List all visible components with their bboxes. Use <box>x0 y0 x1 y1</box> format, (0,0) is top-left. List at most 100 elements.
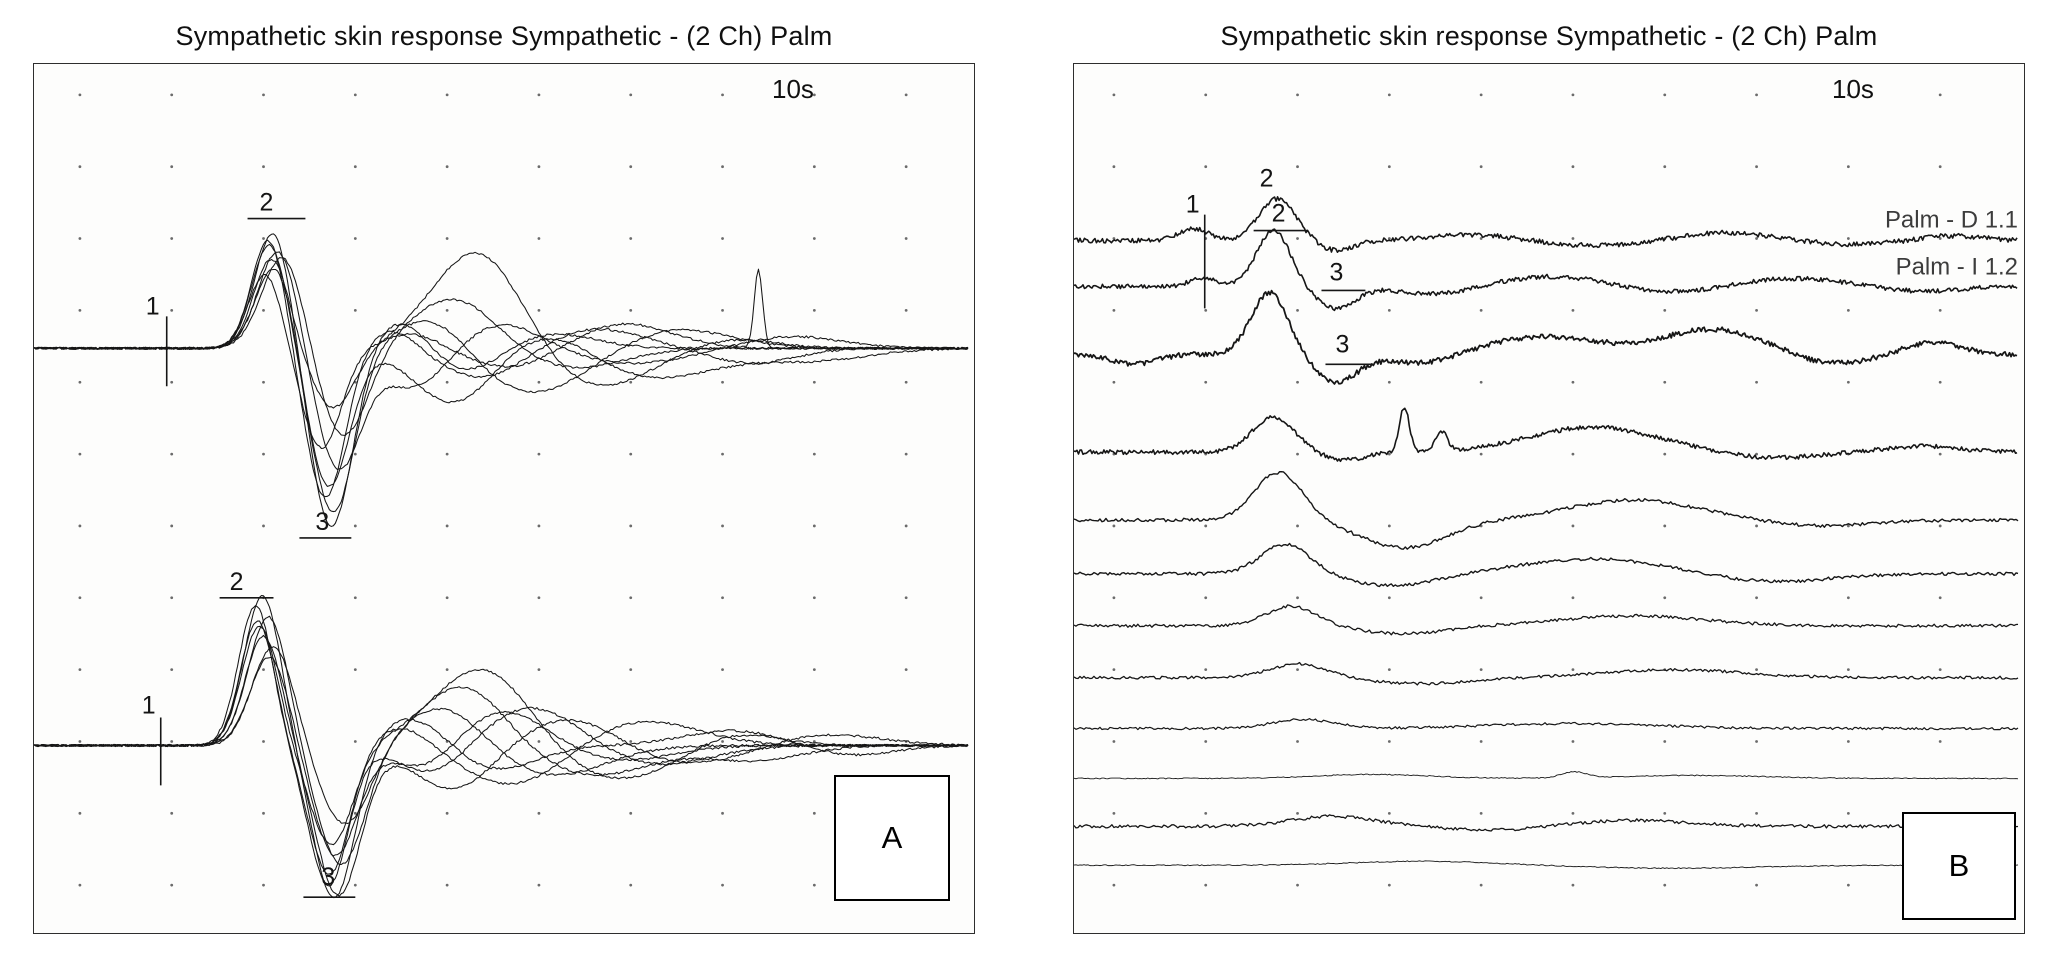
grid-dot <box>904 165 908 169</box>
grid-dot <box>537 380 541 384</box>
grid-dot <box>262 883 265 887</box>
grid-dot <box>1663 883 1667 887</box>
marker-label: 3 <box>321 863 335 891</box>
grid-dot <box>1204 380 1208 384</box>
grid-dot <box>445 524 449 528</box>
grid-dot <box>629 811 633 815</box>
marker-label: 3 <box>1335 330 1349 358</box>
grid-dot <box>1663 596 1667 600</box>
grid-dot <box>904 380 908 384</box>
grid-dot <box>629 237 633 240</box>
grid-dot <box>1204 668 1208 672</box>
grid-dot <box>78 237 82 240</box>
grid-dot <box>170 524 174 528</box>
grid-dot <box>1479 165 1483 169</box>
grid-dot <box>1938 165 1942 169</box>
grid-dot <box>1755 883 1758 887</box>
grid-dot <box>1387 452 1391 456</box>
grid-dot <box>1846 165 1850 169</box>
panel-b-plot-area: Palm - D 1.1 Palm - I 1.2 1 2 2 3 3 10s B <box>1073 63 2025 934</box>
grid-dot <box>1755 452 1758 456</box>
grid-dot <box>1571 524 1575 528</box>
grid-dot <box>262 165 265 169</box>
grid-dot <box>1571 380 1575 384</box>
grid-dot <box>904 93 908 97</box>
grid-dot <box>170 811 174 815</box>
grid-dot <box>1479 308 1483 312</box>
grid-dot <box>353 811 357 815</box>
marker-label: 1 <box>142 692 156 720</box>
grid-dot <box>262 740 265 743</box>
marker-label: 3 <box>315 508 329 536</box>
grid-dot <box>1296 668 1299 672</box>
grid-dot <box>1571 452 1575 456</box>
marker-label: 2 <box>1260 165 1274 193</box>
waveform-trace <box>34 646 969 825</box>
grid-dot <box>170 93 174 97</box>
grid-dot <box>1296 596 1299 600</box>
grid-dot <box>1663 740 1667 743</box>
grid-dot <box>1755 740 1758 743</box>
grid-dot <box>629 596 633 600</box>
grid-dot <box>1755 524 1758 528</box>
grid-dot <box>537 811 541 815</box>
grid-dot <box>1204 740 1208 743</box>
grid-dot <box>1204 308 1208 312</box>
waveform-trace <box>34 625 969 846</box>
grid-dot <box>262 668 265 672</box>
panel-b: Sympathetic skin response Sympathetic - … <box>1073 16 2025 934</box>
waveform-trace <box>1074 604 2019 636</box>
grid-dot <box>904 237 908 240</box>
grid-dot <box>537 740 541 743</box>
marker-label: 2 <box>260 189 274 217</box>
grid-dot <box>1663 93 1667 97</box>
grid-dot <box>78 93 82 97</box>
waveform-trace <box>34 257 969 436</box>
panel-a-chart: 1 2 3 1 2 3 <box>34 93 969 899</box>
grid-dot <box>1387 883 1391 887</box>
grid-dot <box>721 309 724 312</box>
waveform-trace <box>1074 196 2018 254</box>
grid-dot <box>1112 596 1116 600</box>
waveform-trace <box>34 233 969 527</box>
grid-dot <box>721 93 724 97</box>
grid-dot <box>812 237 816 240</box>
panel-a-title: Sympathetic skin response Sympathetic - … <box>175 21 833 51</box>
grid-dot <box>904 668 908 672</box>
grid-dot <box>1112 883 1116 887</box>
grid-dot <box>1387 237 1391 240</box>
waveform-trace <box>34 243 969 513</box>
grid-dot <box>262 811 265 815</box>
grid-dot <box>812 93 816 97</box>
grid-dot <box>1112 380 1116 384</box>
panel-b-title: Sympathetic skin response Sympathetic - … <box>1220 21 1878 51</box>
grid-dot <box>445 452 449 456</box>
grid-dot <box>537 309 541 312</box>
grid-dot <box>1938 308 1942 312</box>
grid-dot <box>1755 811 1758 815</box>
grid-dot <box>1938 93 1942 97</box>
grid-dot <box>537 165 541 169</box>
grid-dot <box>1296 308 1299 312</box>
grid-dot <box>812 165 816 169</box>
grid-dot <box>1296 237 1299 240</box>
grid-dot <box>1571 883 1575 887</box>
grid-dot <box>78 883 82 887</box>
waveform-trace <box>34 251 969 470</box>
grid-dot <box>170 380 174 384</box>
marker-label: 2 <box>1272 200 1286 228</box>
grid-dot <box>629 883 633 887</box>
grid-dot <box>1846 596 1850 600</box>
grid-dot <box>1296 811 1299 815</box>
grid-dot <box>1387 308 1391 312</box>
grid-dot <box>1663 165 1667 169</box>
grid-dot <box>537 93 541 97</box>
grid-dot <box>1846 811 1850 815</box>
grid-dot <box>537 452 541 456</box>
grid-dot <box>1204 93 1208 97</box>
grid-dot <box>629 668 633 672</box>
grid-dot <box>1479 668 1483 672</box>
panel-a: Sympathetic skin response Sympathetic - … <box>33 16 975 934</box>
grid-dot <box>445 237 449 240</box>
